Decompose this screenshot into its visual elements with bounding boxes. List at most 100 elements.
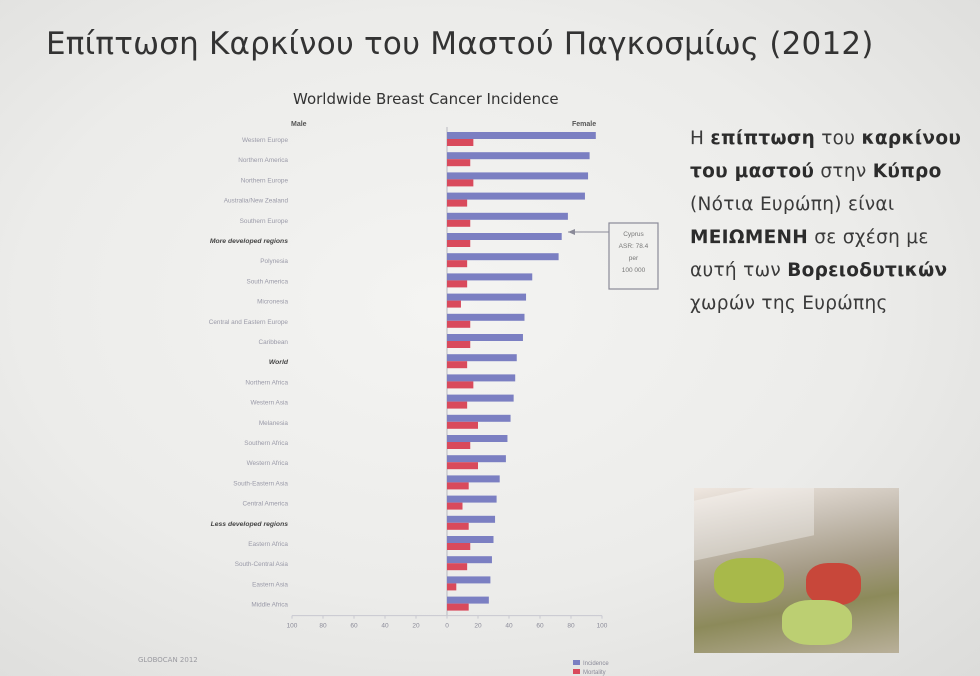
- side-text-paragraph: Η επίπτωση του καρκίνου του μαστού στην …: [690, 122, 965, 320]
- category-label: South-Eastern Asia: [233, 480, 288, 487]
- mortality-bar: [447, 442, 471, 449]
- side-text-bold-run: ΜΕΙΩΜΕΝΗ: [690, 227, 809, 248]
- incidence-bar: [447, 334, 523, 341]
- photo-apple-crate: [782, 600, 852, 645]
- category-label: Australia/New Zealand: [224, 198, 289, 205]
- category-label: Western Europe: [242, 137, 289, 144]
- incidence-bar: [447, 515, 496, 523]
- mortality-bar: [447, 381, 474, 389]
- mortality-bar: [447, 219, 471, 227]
- x-tick-label: 40: [505, 623, 513, 630]
- mortality-bar: [447, 300, 461, 308]
- source-note: GLOBOCAN 2012: [138, 656, 198, 664]
- mortality-bar: [447, 583, 457, 591]
- mortality-bar: [447, 522, 469, 530]
- category-label: Northern Europe: [241, 177, 289, 184]
- incidence-bar: [447, 455, 506, 463]
- side-text-bold-run: Κύπρο: [872, 161, 942, 182]
- category-label: Polynesia: [260, 258, 288, 265]
- category-label: Northern Africa: [245, 379, 288, 386]
- cyprus-annotation-text: 100 000: [622, 267, 646, 274]
- mortality-bar: [447, 199, 468, 207]
- incidence-bar: [447, 414, 511, 422]
- side-text-bold-run: επίπτωση: [710, 128, 816, 149]
- side-text-run: χωρών της Ευρώπης: [690, 293, 888, 314]
- x-tick-label: 0: [445, 623, 449, 630]
- incidence-bar: [447, 556, 492, 564]
- chart-title: Worldwide Breast Cancer Incidence: [293, 90, 559, 108]
- mortality-bar: [447, 401, 468, 409]
- mortality-bar: [447, 341, 471, 348]
- side-text-run: του: [815, 128, 862, 149]
- market-stall-photo: [694, 488, 899, 653]
- mortality-bar: [447, 320, 471, 328]
- mortality-bar: [447, 543, 471, 550]
- mortality-bar: [447, 361, 468, 369]
- female-label: Female: [572, 121, 596, 128]
- incidence-bar: [447, 354, 517, 362]
- incidence-bar: [447, 435, 508, 442]
- mortality-bar: [447, 502, 463, 510]
- incidence-bar: [447, 495, 497, 503]
- legend-mortality-label: Mortality: [583, 670, 606, 676]
- cyprus-annotation-text: ASR: 78.4: [619, 243, 649, 250]
- category-label: Southern Europe: [240, 218, 289, 225]
- side-text-run: σε σχέση με αυτή των: [690, 227, 929, 281]
- category-label: Southern Africa: [244, 440, 288, 447]
- mortality-bar: [447, 603, 469, 611]
- incidence-bar: [447, 293, 527, 301]
- incidence-bar: [447, 152, 590, 160]
- category-label: Less developed regions: [211, 521, 289, 528]
- cyprus-annotation-arrowhead: [568, 229, 575, 235]
- incidence-bar: [447, 313, 525, 321]
- incidence-bar: [447, 394, 514, 402]
- x-tick-label: 100: [287, 623, 298, 630]
- cyprus-annotation-text: per: [629, 255, 639, 262]
- mortality-bar: [447, 240, 471, 247]
- x-tick-label: 80: [567, 623, 575, 630]
- side-text-run: Η: [690, 128, 711, 149]
- slide-title: Επίπτωση Καρκίνου του Μαστού Παγκοσμίως …: [46, 26, 874, 62]
- incidence-bar: [447, 132, 596, 139]
- photo-stall-awning: [694, 488, 814, 561]
- mortality-bar: [447, 563, 468, 571]
- side-text-bold-run: Βορειοδυτικών: [787, 260, 948, 281]
- incidence-bar: [447, 192, 585, 200]
- cyprus-annotation-box: [608, 222, 659, 290]
- mortality-bar: [447, 159, 471, 167]
- mortality-bar: [447, 462, 478, 470]
- incidence-bar: [447, 172, 589, 180]
- mortality-bar: [447, 139, 474, 146]
- category-label: Eastern Africa: [248, 541, 288, 548]
- x-tick-label: 20: [474, 623, 482, 630]
- male-label: Male: [291, 121, 307, 128]
- category-label: Melanesia: [259, 420, 289, 427]
- side-text-run: στην: [814, 161, 873, 182]
- incidence-bar: [447, 596, 489, 604]
- legend-mortality-swatch: [573, 669, 580, 674]
- category-label: Micronesia: [257, 299, 288, 306]
- category-label: Northern America: [238, 157, 288, 164]
- side-text-run: (Νότια Ευρώπη) είναι: [690, 194, 895, 215]
- mortality-bar: [447, 260, 468, 268]
- incidence-bar: [447, 253, 559, 261]
- x-tick-label: 60: [536, 623, 544, 630]
- mortality-bar: [447, 280, 468, 288]
- incidence-bar: [447, 374, 516, 382]
- category-label: Caribbean: [259, 339, 289, 346]
- category-label: Eastern Asia: [252, 581, 288, 588]
- category-label: Central and Eastern Europe: [209, 319, 289, 326]
- x-tick-label: 100: [597, 623, 608, 630]
- mortality-bar: [447, 421, 478, 429]
- incidence-bar: [447, 475, 500, 483]
- x-tick-label: 40: [381, 623, 389, 630]
- category-label: Western Asia: [250, 400, 288, 407]
- incidence-bar: [447, 536, 494, 543]
- x-tick-label: 20: [412, 623, 420, 630]
- mortality-bar: [447, 482, 469, 490]
- incidence-bar: [447, 212, 568, 220]
- incidence-bar: [447, 273, 533, 281]
- category-label: South America: [246, 278, 288, 285]
- category-label: Western Africa: [247, 460, 289, 467]
- legend-incidence-label: Incidence: [583, 661, 609, 667]
